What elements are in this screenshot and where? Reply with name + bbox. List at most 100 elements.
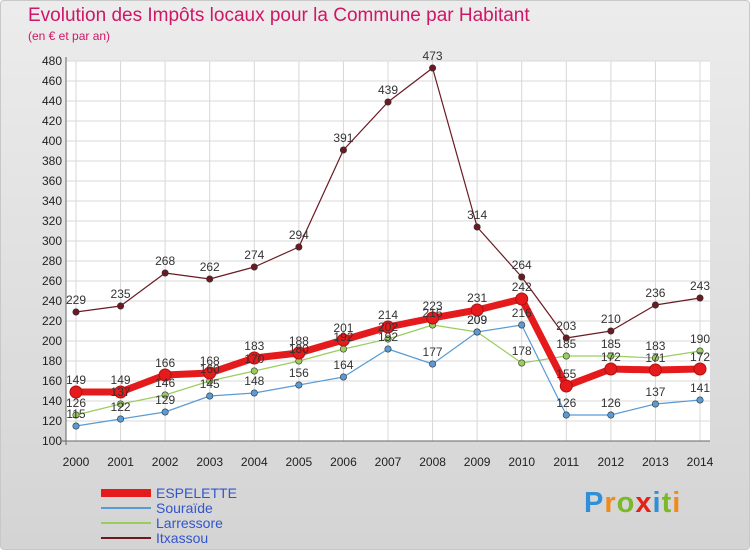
data-label-itxassou: 473 xyxy=(423,49,443,63)
data-label-souraide: 129 xyxy=(155,393,175,407)
data-label-espelette: 172 xyxy=(690,350,710,364)
data-label-souraide: 145 xyxy=(200,377,220,391)
data-label-larressore: 216 xyxy=(423,306,443,320)
data-label-souraide: 115 xyxy=(66,407,85,421)
data-label-larressore: 192 xyxy=(333,330,353,344)
y-tick-label: 340 xyxy=(42,194,62,208)
data-label-larressore: 209 xyxy=(467,313,487,327)
chart-title: Evolution des Impôts locaux pour la Comm… xyxy=(28,5,530,26)
data-point-larressore xyxy=(562,352,570,360)
data-label-espelette: 172 xyxy=(601,350,621,364)
data-label-larressore: 137 xyxy=(111,385,131,399)
x-tick-label: 2005 xyxy=(286,455,313,469)
data-point-itxassou xyxy=(339,146,347,154)
logo-letter: r xyxy=(604,487,617,519)
data-point-larressore xyxy=(651,354,659,362)
data-label-itxassou: 264 xyxy=(512,258,532,272)
data-point-espelette xyxy=(381,320,395,334)
data-label-espelette: 149 xyxy=(66,373,86,387)
chart-subtitle: (en € et par an) xyxy=(28,29,111,43)
data-label-souraide: 156 xyxy=(289,366,309,380)
data-point-itxassou xyxy=(295,243,303,251)
data-point-souraide xyxy=(117,415,125,423)
x-tick-label: 2013 xyxy=(642,455,669,469)
data-point-espelette xyxy=(247,351,261,365)
data-label-souraide: 209 xyxy=(467,313,487,327)
y-tick-label: 420 xyxy=(42,114,62,128)
x-tick-label: 2010 xyxy=(508,455,535,469)
y-tick-label: 180 xyxy=(42,354,62,368)
data-point-espelette xyxy=(292,346,306,360)
data-point-itxassou xyxy=(429,64,437,72)
proxiti-logo: Proxiti xyxy=(584,487,681,520)
x-tick-label: 2009 xyxy=(464,455,491,469)
data-label-espelette: 188 xyxy=(289,334,309,348)
logo-letter: t xyxy=(661,487,673,519)
data-label-larressore: 202 xyxy=(378,320,398,334)
x-tick-label: 2001 xyxy=(107,455,134,469)
data-point-itxassou xyxy=(696,294,704,302)
data-point-souraide xyxy=(518,321,526,329)
data-point-souraide xyxy=(429,360,437,368)
legend-label-larressore: Larressore xyxy=(156,515,223,531)
data-label-itxassou: 294 xyxy=(289,228,309,242)
x-tick-label: 2007 xyxy=(375,455,402,469)
data-label-itxassou: 314 xyxy=(467,208,487,222)
logo-letter: o xyxy=(616,487,636,519)
y-tick-label: 440 xyxy=(42,94,62,108)
data-label-espelette: 166 xyxy=(155,356,175,370)
data-point-itxassou xyxy=(607,327,615,335)
data-label-espelette: 231 xyxy=(467,291,487,305)
data-point-souraide xyxy=(250,389,258,397)
y-tick-label: 200 xyxy=(42,334,62,348)
x-tick-label: 2008 xyxy=(419,455,446,469)
data-point-itxassou xyxy=(250,263,258,271)
x-tick-label: 2014 xyxy=(687,455,714,469)
data-point-larressore xyxy=(696,347,704,355)
data-label-souraide: 164 xyxy=(333,358,353,372)
logo-letter: P xyxy=(584,487,605,519)
data-point-larressore xyxy=(518,359,526,367)
data-label-larressore: 178 xyxy=(512,344,532,358)
logo-letter: x xyxy=(635,487,653,519)
data-point-souraide xyxy=(161,408,169,416)
y-tick-label: 120 xyxy=(42,414,62,428)
data-label-espelette: 223 xyxy=(423,299,443,313)
data-point-souraide xyxy=(339,373,347,381)
data-point-larressore xyxy=(72,411,80,419)
data-label-souraide: 192 xyxy=(378,330,398,344)
data-point-espelette xyxy=(604,362,618,376)
data-point-espelette xyxy=(648,363,662,377)
data-label-itxassou: 274 xyxy=(244,248,264,262)
data-point-itxassou xyxy=(562,334,570,342)
data-point-souraide xyxy=(295,381,303,389)
data-label-itxassou: 243 xyxy=(690,279,710,293)
y-tick-label: 280 xyxy=(42,254,62,268)
y-tick-label: 240 xyxy=(42,294,62,308)
data-point-souraide xyxy=(473,328,481,336)
data-label-larressore: 180 xyxy=(289,342,309,356)
y-tick-label: 260 xyxy=(42,274,62,288)
x-tick-label: 2003 xyxy=(196,455,223,469)
x-tick-label: 2011 xyxy=(553,455,579,469)
data-point-larressore xyxy=(339,345,347,353)
data-label-larressore: 185 xyxy=(601,337,621,351)
data-point-espelette xyxy=(336,333,350,347)
data-point-souraide xyxy=(384,345,392,353)
data-label-itxassou: 203 xyxy=(556,319,576,333)
legend-label-espelette: ESPELETTE xyxy=(156,485,237,501)
data-point-souraide xyxy=(696,396,704,404)
data-label-larressore: 170 xyxy=(244,352,264,366)
data-point-espelette xyxy=(426,311,440,325)
data-point-itxassou xyxy=(117,302,125,310)
data-point-itxassou xyxy=(384,98,392,106)
y-tick-label: 460 xyxy=(42,74,62,88)
data-point-itxassou xyxy=(473,223,481,231)
data-label-souraide: 137 xyxy=(645,385,665,399)
data-label-espelette: 155 xyxy=(556,367,576,381)
data-label-espelette: 183 xyxy=(244,339,264,353)
data-point-espelette xyxy=(114,385,128,399)
data-label-larressore: 183 xyxy=(645,339,665,353)
data-point-itxassou xyxy=(651,301,659,309)
